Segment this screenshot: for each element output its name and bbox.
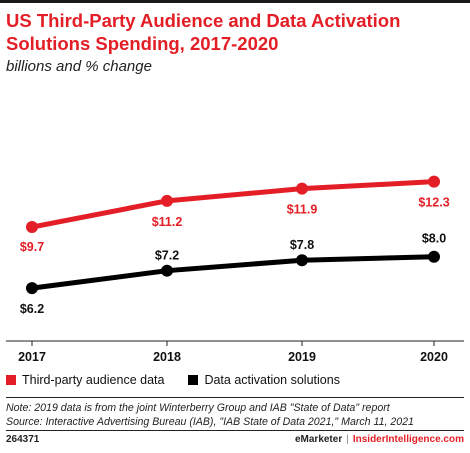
series-line xyxy=(29,179,437,230)
top-rule xyxy=(0,0,470,3)
legend-label-data-activation: Data activation solutions xyxy=(204,373,340,387)
legend-item-data-activation: Data activation solutions xyxy=(188,373,340,387)
data-label: $6.2 xyxy=(20,302,44,316)
note-text: Note: 2019 data is from the joint Winter… xyxy=(6,402,390,414)
legend-label-third-party: Third-party audience data xyxy=(22,373,165,387)
notes-divider xyxy=(6,397,464,398)
data-point xyxy=(26,282,38,295)
data-label: $8.0 xyxy=(422,232,446,246)
brand-separator: | xyxy=(346,434,349,445)
chart-title: US Third-Party Audience and Data Activat… xyxy=(6,10,401,54)
data-label: $12.3 xyxy=(418,196,449,210)
chart-id: 264371 xyxy=(6,434,40,445)
footer-divider xyxy=(6,430,464,431)
chart-legend: Third-party audience data Data activatio… xyxy=(6,373,364,387)
x-tick-label: 2020 xyxy=(420,350,448,364)
data-point xyxy=(161,264,173,277)
legend-swatch-data-activation xyxy=(188,375,199,385)
data-point xyxy=(26,221,38,234)
data-label: $7.2 xyxy=(155,249,179,263)
series-line xyxy=(29,254,437,291)
notes: Note: 2019 data is from the joint Winter… xyxy=(6,402,414,429)
footer: 264371 eMarketer | InsiderIntelligence.com xyxy=(6,434,464,445)
data-label: $11.2 xyxy=(152,215,183,229)
data-point xyxy=(296,182,308,195)
data-label: $7.8 xyxy=(290,238,314,252)
data-point xyxy=(161,194,173,207)
data-point xyxy=(428,175,440,188)
data-point xyxy=(296,254,308,267)
legend-item-third-party: Third-party audience data xyxy=(6,373,164,387)
data-point xyxy=(428,250,440,263)
chart-subtitle: billions and % change xyxy=(6,58,152,75)
brand-emarketer: eMarketer xyxy=(294,434,343,445)
data-label: $11.9 xyxy=(287,203,318,217)
data-label: $9.7 xyxy=(20,240,44,254)
x-tick-label: 2018 xyxy=(153,350,181,364)
brand: eMarketer | InsiderIntelligence.com xyxy=(295,434,464,445)
brand-insider-intelligence: InsiderIntelligence.com xyxy=(352,434,464,445)
x-tick-label: 2019 xyxy=(288,350,316,364)
legend-swatch-third-party xyxy=(6,375,16,385)
source-text: Source: Interactive Advertising Bureau (… xyxy=(6,415,414,428)
x-tick-label: 2017 xyxy=(18,350,46,364)
